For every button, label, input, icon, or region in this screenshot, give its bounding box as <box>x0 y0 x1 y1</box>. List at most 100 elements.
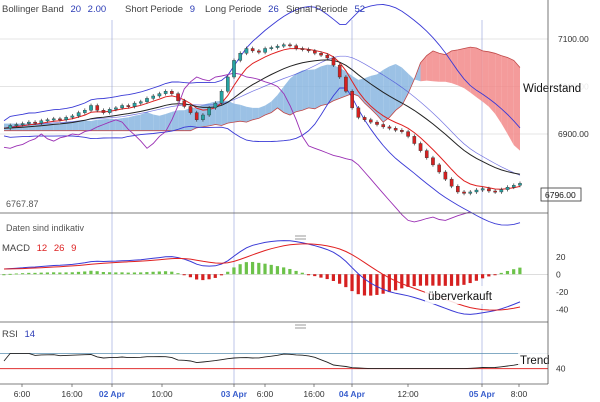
candle-body <box>443 171 448 180</box>
x-tick-label: 8:00 <box>511 389 528 399</box>
macd-histogram-bar <box>250 261 255 275</box>
candle-body <box>269 47 274 49</box>
cloud-segment <box>165 111 172 131</box>
trend-ma-line <box>3 59 521 175</box>
macd-histogram-bar <box>101 272 105 275</box>
cloud-segment <box>327 64 334 105</box>
svg-text:Bollinger Band 20 2.00: Bollinger Band 20 2.00 <box>2 4 106 15</box>
macd-histogram-bar <box>300 272 304 275</box>
candle-body <box>244 48 249 54</box>
cloud-segment <box>408 73 415 94</box>
x-tick-label: 03 Apr <box>221 389 248 399</box>
cloud-segment <box>184 107 191 131</box>
macd-histogram-bar <box>325 274 329 280</box>
candle-body <box>20 123 25 125</box>
macd-histogram-bar <box>27 272 31 275</box>
macd-histogram-bar <box>145 272 149 275</box>
candle-body <box>45 119 50 122</box>
candle-body <box>487 188 491 192</box>
cloud-segment <box>221 100 228 126</box>
cloud-segment <box>420 55 427 82</box>
candle-body <box>8 125 13 129</box>
time-axis: 6:00 16:00 02 Apr 10:00 03 Apr 6:00 16:00 04 Ap… <box>14 384 528 399</box>
cloud-segment <box>265 101 272 115</box>
candle-body <box>64 117 68 120</box>
x-tick-label: 12:00 <box>397 389 419 399</box>
candle-body <box>250 48 255 52</box>
rsi-axis: 40 <box>556 364 566 374</box>
cloud-segment <box>59 122 67 131</box>
macd-histogram-bar <box>170 271 174 275</box>
cloud-segment <box>41 123 48 131</box>
x-tick-label: 6:00 <box>14 389 31 399</box>
signal-period-label: Signal Periode <box>286 4 348 15</box>
panel-resize-handle[interactable] <box>295 235 306 240</box>
rsi-tick-label: 40 <box>556 364 566 374</box>
macd-histogram-bar <box>14 273 18 275</box>
price-candles <box>8 42 522 196</box>
cloud-segment <box>507 57 514 146</box>
macd-histogram-bar <box>244 262 248 275</box>
candle-body <box>518 183 522 186</box>
macd-histogram-bar <box>418 274 423 286</box>
candle-body <box>188 106 193 113</box>
candle-body <box>163 91 168 94</box>
candle-body <box>33 121 37 124</box>
macd-histogram-bar <box>505 270 510 275</box>
candle-body <box>83 110 87 113</box>
macd-histogram-bar <box>20 273 25 275</box>
cloud-segment <box>84 120 92 131</box>
candle-body <box>381 124 386 128</box>
macd-histogram-bar <box>431 274 435 286</box>
cloud-segment <box>283 78 290 115</box>
macd-histogram-bar <box>219 274 224 276</box>
macd-histogram-bar <box>89 270 93 275</box>
candle-body <box>431 157 435 166</box>
bollinger-upper <box>3 4 521 129</box>
cloud-segment <box>78 120 85 131</box>
macd-histogram-bar <box>449 274 454 286</box>
candle-body <box>393 128 398 131</box>
candle-body <box>300 48 305 50</box>
candle-body <box>344 76 348 92</box>
panel-resize-handle[interactable] <box>295 324 306 329</box>
candle-body <box>107 109 112 113</box>
macd-histogram-bar <box>375 274 379 295</box>
svg-text:RSI 14: RSI 14 <box>2 329 35 340</box>
cloud-segment <box>451 49 458 86</box>
candle-body <box>257 50 261 53</box>
macd-histogram-bar <box>151 271 155 275</box>
candle-body <box>263 48 267 53</box>
macd-histogram-bar <box>400 274 404 289</box>
macd-histogram-bar <box>182 274 186 276</box>
macd-slow: 26 <box>54 243 65 254</box>
svg-text:Long Periode 26: Long Periode 26 <box>205 4 279 15</box>
trend-box <box>518 351 556 367</box>
candle-body <box>176 93 180 101</box>
rsi-period: 14 <box>24 329 35 340</box>
cloud-segment <box>501 55 508 134</box>
macd-histogram-bar <box>33 272 37 275</box>
candle-body <box>76 112 81 117</box>
macd-histogram-bar <box>462 274 466 285</box>
cloud-segment <box>66 121 73 131</box>
macd-histogram-bar <box>338 274 342 284</box>
rsi-line <box>3 352 521 370</box>
macd-fast: 12 <box>37 243 48 254</box>
long-period-label: Long Periode <box>205 4 262 15</box>
candle-body <box>27 121 31 124</box>
candle-body <box>182 100 187 107</box>
candle-body <box>170 91 174 94</box>
candle-body <box>95 105 100 111</box>
cloud-segment <box>308 69 315 109</box>
candle-body <box>101 110 106 113</box>
macd-histogram-bar <box>362 274 367 296</box>
cloud-segment <box>140 112 147 131</box>
macd-histogram-bar <box>226 271 230 275</box>
macd-tick-label: 20 <box>556 252 566 262</box>
candle-body <box>505 186 510 190</box>
candle-body <box>462 191 466 194</box>
candle-body <box>337 64 342 78</box>
low-marker: 6767.87 <box>6 199 39 209</box>
last-price-box <box>540 187 582 202</box>
